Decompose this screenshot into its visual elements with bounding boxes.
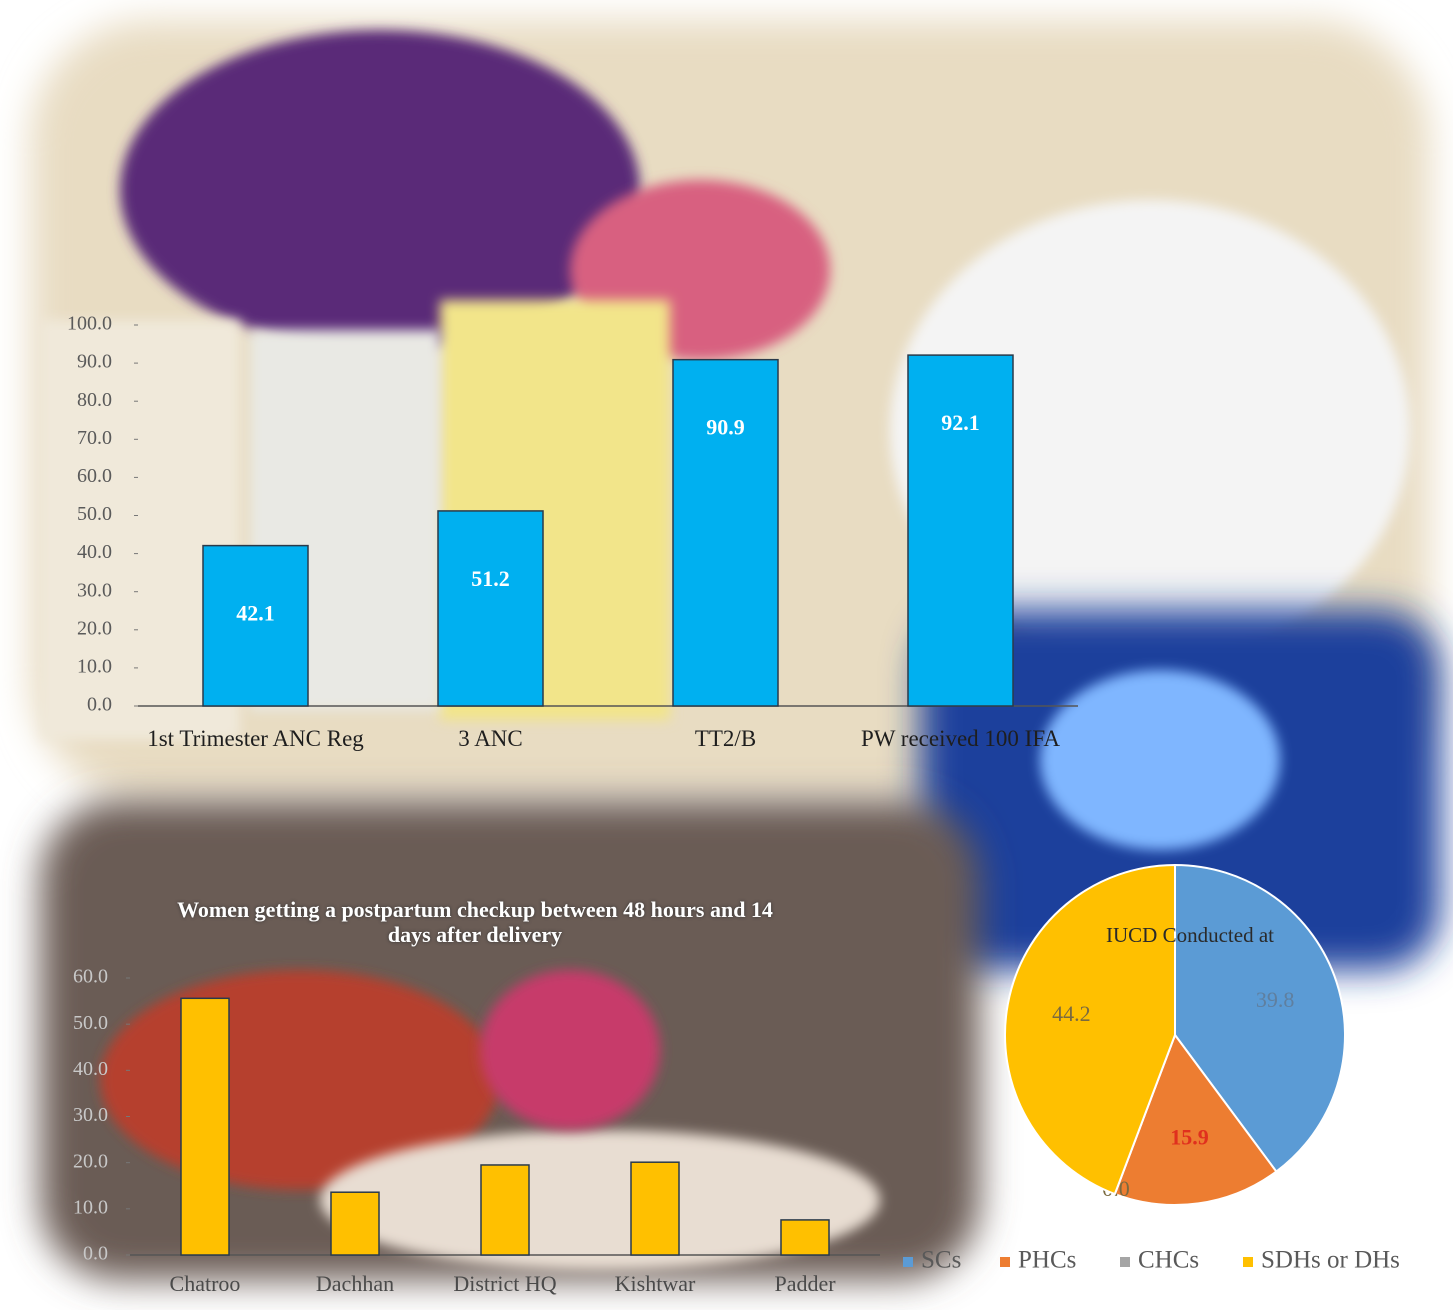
- legend-swatch: [903, 1257, 913, 1267]
- photo-mother: [480, 970, 660, 1130]
- y-tick-label: 60.0: [73, 966, 108, 988]
- y-tick-label: 0.0: [83, 1243, 108, 1265]
- x-tick-label: 3 ANC: [376, 726, 606, 752]
- y-tick-label: 50.0: [73, 1012, 108, 1034]
- photo-light: [1040, 670, 1280, 850]
- data-label: 39.8: [1256, 987, 1295, 1012]
- chart-canvas: 0.0 10.0 20.0 30.0 40.0 50.0 60.0 70.0 80.0 90.0 1…: [0, 0, 1453, 1310]
- collage: 0.0 10.0 20.0 30.0 40.0 50.0 60.0 70.0 80.0 90.0 1…: [0, 0, 1453, 1310]
- legend-swatch: [1000, 1257, 1010, 1267]
- bar: [781, 1220, 829, 1255]
- y-tick-label: 40.0: [73, 1058, 108, 1080]
- bar: [631, 1162, 679, 1255]
- y-tick-label: 30.0: [77, 579, 112, 601]
- legend-swatch: [1120, 1257, 1130, 1267]
- y-tick-label: 30.0: [73, 1104, 108, 1126]
- legend-label: SCs: [921, 1247, 961, 1274]
- data-label: 15.9: [1170, 1124, 1209, 1149]
- y-tick-label: 20.0: [73, 1150, 108, 1172]
- legend-label: SDHs or DHs: [1261, 1247, 1400, 1274]
- legend-label: PHCs: [1018, 1247, 1076, 1274]
- y-tick-label: 40.0: [77, 541, 112, 563]
- y-tick-label: 60.0: [77, 465, 112, 487]
- y-tick-label: 50.0: [77, 503, 112, 525]
- y-tick-label: 20.0: [77, 617, 112, 639]
- y-tick-label: 10.0: [73, 1196, 108, 1218]
- x-tick-label: District HQ: [430, 1271, 580, 1296]
- x-tick-label: PW received 100 IFA: [846, 726, 1076, 752]
- y-tick-label: 0.0: [87, 694, 112, 716]
- data-label: 51.2: [471, 566, 510, 591]
- data-label: 92.1: [941, 410, 980, 435]
- x-tick-label: 1st Trimester ANC Reg: [141, 726, 371, 752]
- bar: [438, 511, 543, 706]
- y-tick-label: 10.0: [77, 655, 112, 677]
- data-label: 42.1: [236, 601, 275, 626]
- legend-label: CHCs: [1138, 1247, 1199, 1274]
- bar: [331, 1192, 379, 1255]
- chart-title: IUCD Conducted at: [1106, 923, 1274, 947]
- data-label: 90.9: [706, 415, 745, 440]
- bar: [908, 355, 1013, 706]
- y-tick-label: 70.0: [77, 427, 112, 449]
- legend-swatch: [1243, 1257, 1253, 1267]
- y-tick-label: 80.0: [77, 389, 112, 411]
- bar: [203, 546, 308, 706]
- x-tick-label: Chatroo: [130, 1271, 280, 1296]
- y-tick-label: 90.0: [77, 351, 112, 373]
- y-tick-label: 100.0: [67, 313, 112, 335]
- chart-title: Women getting a postpartum checkup betwe…: [155, 897, 795, 948]
- bar: [181, 998, 229, 1255]
- bar: [481, 1165, 529, 1255]
- x-tick-label: Dachhan: [280, 1271, 430, 1296]
- x-tick-label: TT2/B: [611, 726, 841, 752]
- bar: [673, 360, 778, 706]
- x-tick-label: Kishtwar: [580, 1271, 730, 1296]
- data-label: 44.2: [1052, 1001, 1091, 1026]
- x-tick-label: Padder: [730, 1271, 880, 1296]
